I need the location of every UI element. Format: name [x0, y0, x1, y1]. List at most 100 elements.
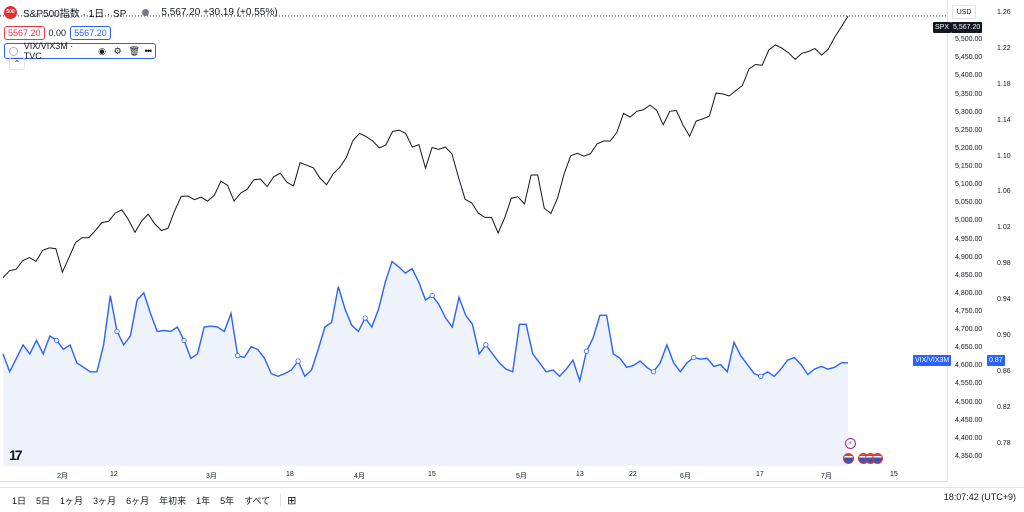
symbol-title[interactable]: S&P500指数 · 1日 · SP: [23, 8, 127, 20]
spx-price-tick: 4,500.00: [955, 398, 983, 406]
tradingview-logo[interactable]: 17: [9, 447, 23, 463]
spx-price-tick: 4,950.00: [955, 235, 983, 243]
clock-timezone[interactable]: 18:07:42 (UTC+9): [943, 492, 1016, 502]
indicator-legend-row[interactable]: VIX/VIX3M · TVC ◉ ⚙ 🗑 •••: [4, 41, 156, 61]
spx-price-tick: 4,350.00: [955, 452, 983, 460]
time-axis-label: 3月: [206, 473, 217, 480]
symbol-logo: 500: [4, 5, 17, 19]
spx-price-tick: 5,400.00: [955, 72, 983, 80]
spx-price-tick: 4,400.00: [955, 434, 983, 442]
spx-price-tick: 5,100.00: [955, 181, 983, 189]
vix-marker[interactable]: [650, 369, 657, 375]
range-6m-button[interactable]: 6ヶ月: [126, 495, 150, 506]
time-axis-label: 7月: [821, 473, 832, 480]
sell-price-box[interactable]: 5567.20: [4, 26, 45, 40]
time-axis-label: 6月: [680, 473, 691, 480]
chart-legend: 500 S&P500指数 · 1日 · SP 5,567.20 +30.19 (…: [4, 4, 278, 61]
vix-ratio-tick: 0.82: [997, 403, 1011, 411]
vix-marker[interactable]: [691, 354, 697, 361]
time-axis-label: 5月: [516, 473, 527, 480]
vix-series-line[interactable]: [2, 260, 848, 384]
spx-price-tick: 4,800.00: [955, 289, 983, 297]
vix-ratio-tick: 0.86: [997, 367, 1011, 375]
time-axis-label: 12: [110, 471, 118, 478]
time-axis-label: 22: [629, 471, 637, 478]
vix-marker[interactable]: [54, 337, 60, 344]
time-axis-label: 13: [576, 471, 584, 478]
time-axis-label: 15: [890, 471, 898, 478]
vix-ratio-tick: 1.06: [997, 188, 1011, 196]
vix-ratio-tick: 1.14: [997, 116, 1011, 124]
time-axis-label: 17: [756, 471, 764, 478]
vix-marker[interactable]: [362, 315, 368, 321]
spx-price-tick: 5,250.00: [955, 126, 983, 134]
spread-value: 0.00: [48, 28, 67, 38]
eye-icon[interactable]: ◉: [98, 45, 106, 56]
vix-area-fill: [3, 261, 848, 466]
range-5y-button[interactable]: 5年: [220, 495, 235, 506]
spx-price-tick: 4,700.00: [955, 326, 983, 334]
vix-marker[interactable]: [295, 358, 301, 364]
lightning-event-icon[interactable]: ⚡: [845, 438, 856, 449]
settings-icon[interactable]: ⚙: [113, 45, 122, 56]
spx-series-line[interactable]: [2, 15, 849, 278]
vix-marker[interactable]: [235, 353, 241, 359]
more-icon[interactable]: •••: [144, 46, 153, 56]
vix-marker[interactable]: [429, 292, 435, 299]
range-all-button[interactable]: すべて: [244, 495, 271, 506]
vix-value-tag: 0.87: [987, 355, 1005, 366]
spx-price-tick: 4,850.00: [955, 271, 983, 279]
vix-ratio-tick: 1.18: [997, 80, 1011, 88]
trash-icon[interactable]: 🗑: [128, 45, 140, 56]
time-axis-label: 18: [286, 471, 294, 478]
spx-price-tick: 5,050.00: [955, 199, 983, 207]
range-3m-button[interactable]: 3ヶ月: [93, 495, 117, 506]
us-flag-event-icon[interactable]: [843, 453, 854, 464]
spx-price-tick: 5,150.00: [955, 163, 983, 171]
vix-ratio-tick: 1.26: [997, 8, 1011, 16]
vix-ratio-tick: 1.10: [997, 152, 1011, 160]
vix-marker[interactable]: [758, 373, 764, 379]
ohlc-values: 5,567.20 +30.19 (+0.55%): [161, 6, 278, 18]
indicator-title[interactable]: VIX/VIX3M · TVC: [23, 41, 74, 61]
spx-price-tick: 4,900.00: [955, 253, 983, 261]
us-flag-event-icon[interactable]: [872, 453, 883, 464]
calendar-range-icon[interactable]: ⊞: [287, 494, 297, 507]
buy-price-box[interactable]: 5567.20: [70, 26, 111, 40]
spx-price-tick: 4,550.00: [955, 380, 983, 388]
vix-marker[interactable]: [483, 342, 489, 348]
bottom-toolbar: 1日 5日 1ヶ月 3ヶ月 6ヶ月 年初来 1年 5年 すべて ⊞: [0, 487, 1024, 512]
vix-ratio-tick: 0.94: [997, 296, 1011, 304]
market-status-dot: [142, 8, 150, 16]
spx-price-tick: 5,000.00: [955, 217, 983, 225]
spx-price-tick: 4,450.00: [955, 416, 983, 424]
range-ytd-button[interactable]: 年初来: [159, 495, 187, 506]
time-axis-label: 15: [428, 471, 436, 478]
vix-marker[interactable]: [114, 328, 120, 335]
range-1d-button[interactable]: 1日: [12, 495, 27, 506]
range-5d-button[interactable]: 5日: [36, 495, 51, 506]
spx-price-tick: 5,350.00: [955, 90, 983, 98]
range-1m-button[interactable]: 1ヶ月: [60, 495, 84, 506]
spx-price-tick: 5,300.00: [955, 108, 983, 116]
spx-price-tick: 4,650.00: [955, 344, 983, 352]
spx-price-tick: 5,450.00: [955, 54, 983, 62]
range-1y-button[interactable]: 1年: [196, 495, 211, 506]
chevron-up-icon[interactable]: ⌃: [9, 57, 25, 70]
vix-ratio-tick: 1.02: [997, 224, 1011, 232]
time-axis-label: 4月: [354, 473, 365, 480]
indicator-color-icon: [9, 46, 18, 56]
spx-symbol-tag: SPX: [933, 22, 952, 33]
vix-ratio-tick: 0.90: [997, 331, 1011, 339]
vix-ratio-tick: 0.78: [997, 439, 1011, 447]
vix-marker[interactable]: [583, 348, 590, 354]
currency-selector[interactable]: USD: [952, 5, 976, 19]
vix-ratio-tick: 1.22: [997, 44, 1011, 52]
toolbar-divider: [280, 493, 282, 507]
vix-ratio-tick: 0.98: [997, 260, 1011, 268]
vix-symbol-tag: VIX/VIX3M: [913, 355, 952, 366]
spx-price-tick: 5,200.00: [955, 144, 983, 152]
vix-marker[interactable]: [181, 337, 187, 344]
